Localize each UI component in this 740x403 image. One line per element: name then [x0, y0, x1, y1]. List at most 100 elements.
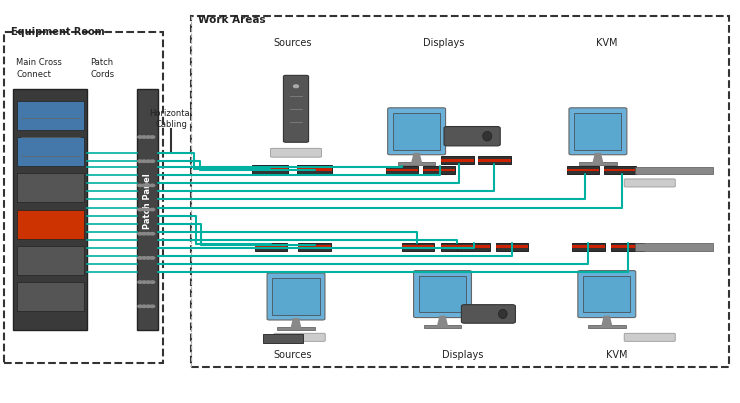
Bar	[635, 167, 713, 174]
Circle shape	[138, 305, 142, 307]
Bar	[386, 166, 418, 174]
FancyBboxPatch shape	[275, 333, 326, 341]
Circle shape	[146, 305, 150, 307]
Circle shape	[142, 305, 147, 307]
Text: Displays: Displays	[423, 38, 465, 48]
Circle shape	[146, 257, 150, 259]
Bar	[457, 245, 490, 248]
Bar	[17, 246, 84, 275]
Polygon shape	[602, 316, 612, 326]
Circle shape	[142, 160, 147, 162]
Bar	[17, 173, 84, 202]
Bar	[572, 243, 605, 251]
Text: Horizontal
Cabling: Horizontal Cabling	[149, 109, 192, 129]
Bar	[604, 166, 636, 174]
Circle shape	[138, 257, 142, 259]
Text: Equipment Room: Equipment Room	[11, 27, 105, 37]
Circle shape	[142, 208, 147, 211]
Bar	[423, 166, 455, 174]
Bar	[402, 243, 434, 251]
Circle shape	[142, 233, 147, 235]
Bar	[572, 245, 605, 248]
Bar	[393, 113, 440, 150]
FancyBboxPatch shape	[271, 148, 322, 157]
Bar	[277, 327, 315, 330]
Circle shape	[142, 281, 147, 283]
Bar	[579, 162, 617, 165]
Text: Patch Panel: Patch Panel	[143, 174, 152, 229]
Bar	[441, 156, 474, 164]
Bar	[457, 243, 490, 251]
FancyBboxPatch shape	[267, 273, 325, 320]
FancyBboxPatch shape	[283, 75, 309, 142]
Circle shape	[150, 233, 155, 235]
Circle shape	[146, 160, 150, 162]
Polygon shape	[291, 319, 301, 329]
Text: Work Areas: Work Areas	[198, 15, 266, 25]
Bar	[611, 243, 644, 251]
Circle shape	[138, 184, 142, 187]
FancyBboxPatch shape	[569, 108, 627, 155]
Circle shape	[146, 233, 150, 235]
Bar	[272, 278, 320, 315]
Bar	[574, 113, 622, 150]
FancyBboxPatch shape	[388, 108, 445, 155]
Text: Patch
Cords: Patch Cords	[90, 58, 115, 79]
Bar	[496, 245, 528, 248]
FancyBboxPatch shape	[444, 127, 500, 146]
Circle shape	[150, 257, 155, 259]
Bar	[583, 276, 630, 312]
Bar	[478, 156, 511, 164]
Text: KVM: KVM	[596, 38, 618, 48]
Bar	[297, 165, 332, 174]
Bar	[137, 89, 158, 330]
Text: Sources: Sources	[273, 350, 312, 360]
Bar	[255, 245, 287, 248]
FancyBboxPatch shape	[578, 271, 636, 318]
Circle shape	[138, 233, 142, 235]
Bar	[298, 243, 331, 251]
Text: Displays: Displays	[442, 350, 483, 360]
Polygon shape	[437, 316, 448, 326]
Circle shape	[150, 160, 155, 162]
Bar	[252, 165, 288, 174]
Circle shape	[142, 184, 147, 187]
Bar	[423, 169, 455, 171]
Bar	[419, 276, 466, 312]
Circle shape	[138, 208, 142, 211]
Circle shape	[150, 208, 155, 211]
Bar	[635, 243, 713, 251]
Bar	[402, 245, 434, 248]
Bar	[13, 89, 87, 330]
Circle shape	[150, 184, 155, 187]
Bar	[478, 159, 511, 162]
Ellipse shape	[482, 131, 492, 141]
Bar	[604, 169, 636, 171]
FancyBboxPatch shape	[414, 271, 471, 318]
Bar	[567, 166, 599, 174]
Text: KVM: KVM	[605, 350, 628, 360]
Text: Sources: Sources	[273, 38, 312, 48]
Bar	[441, 159, 474, 162]
Polygon shape	[411, 154, 422, 164]
Circle shape	[138, 160, 142, 162]
Bar	[424, 324, 462, 328]
Bar	[17, 137, 84, 166]
Circle shape	[150, 281, 155, 283]
Bar	[17, 101, 84, 130]
Circle shape	[142, 136, 147, 138]
Bar	[17, 282, 84, 311]
Ellipse shape	[499, 310, 507, 318]
Circle shape	[138, 281, 142, 283]
Bar	[398, 162, 435, 165]
Circle shape	[150, 305, 155, 307]
Circle shape	[146, 281, 150, 283]
Bar	[588, 324, 626, 328]
Bar	[17, 210, 84, 239]
Circle shape	[146, 208, 150, 211]
Bar	[252, 168, 288, 171]
Bar	[496, 243, 528, 251]
Bar	[611, 245, 644, 248]
FancyBboxPatch shape	[462, 305, 516, 323]
Bar	[567, 169, 599, 171]
